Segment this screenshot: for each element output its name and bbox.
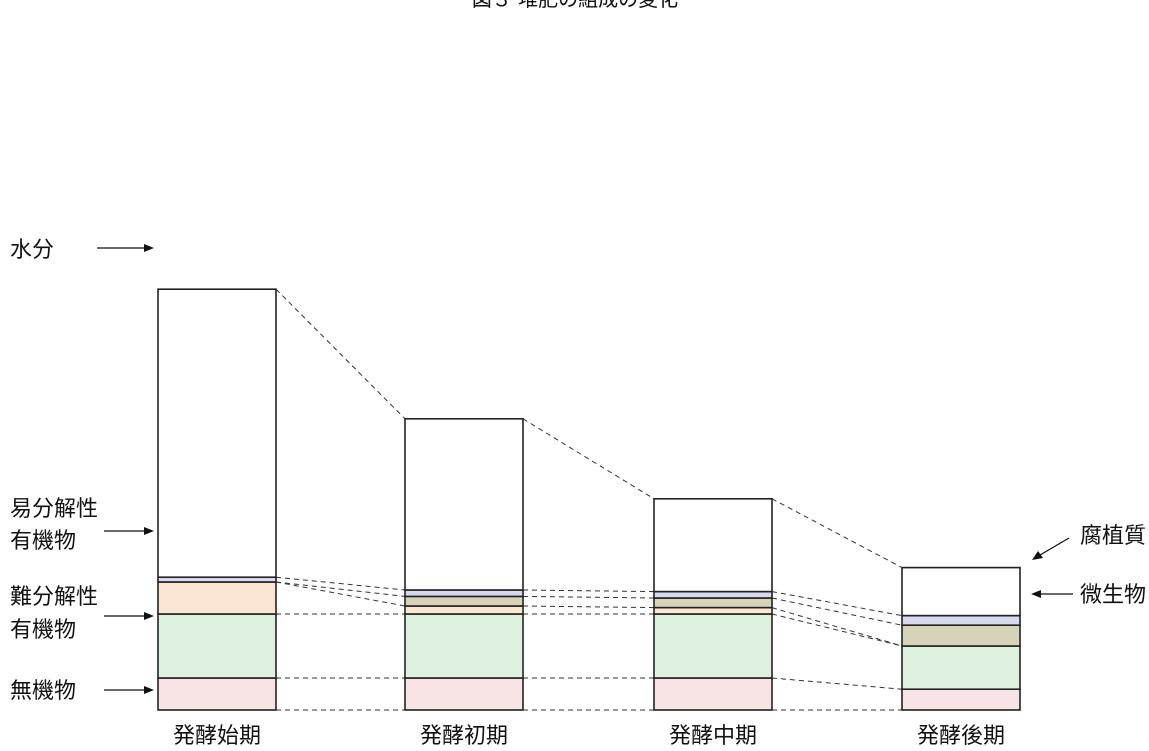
stage-labels: 発酵始期 発酵初期 発酵中期 発酵後期 [173, 724, 1005, 749]
label-humus: 腐植質 [1032, 524, 1146, 560]
connector-line [275, 581, 406, 597]
arrowhead-humus [1032, 551, 1043, 560]
segment-water [901, 566, 1021, 617]
segment-water [653, 497, 773, 593]
label-microbe-text: 微生物 [1080, 583, 1146, 608]
label-inorganic-text: 無機物 [10, 679, 76, 704]
segment-easy [404, 605, 524, 615]
segment-inorganic [157, 677, 277, 711]
arrowhead-hard [144, 612, 154, 620]
label-hard-line2: 有機物 [10, 618, 76, 643]
stage-label: 発酵中期 [669, 724, 757, 749]
label-inorganic: 無機物 [10, 679, 154, 704]
connector-line [771, 597, 903, 626]
stage-label: 発酵後期 [917, 724, 1005, 749]
label-humus-text: 腐植質 [1080, 524, 1146, 549]
diagram-title: 図３ 堆肥の組成の変化 [472, 0, 678, 11]
label-hard-organic: 難分解性 有機物 [10, 585, 154, 643]
connector-line [771, 591, 903, 617]
segment-water [157, 288, 277, 579]
segment-easy [157, 581, 277, 615]
label-water-text: 水分 [10, 238, 54, 263]
connector-lines [275, 288, 903, 711]
segment-hard [157, 613, 277, 679]
arrowhead-microbe [1031, 590, 1041, 598]
connector-line [275, 288, 406, 420]
label-hard-line1: 難分解性 [10, 585, 98, 610]
segment-hard [901, 645, 1021, 691]
segment-water [404, 417, 524, 591]
connector-line [771, 607, 903, 647]
arrowhead-easy [144, 527, 154, 535]
connector-line [522, 589, 655, 593]
segment-humus [404, 595, 524, 607]
connector-line [771, 613, 903, 647]
segment-inorganic [653, 677, 773, 711]
segment-humus [653, 597, 773, 609]
label-water: 水分 [10, 238, 154, 263]
stage-label: 発酵初期 [420, 724, 508, 749]
segment-microbe [404, 589, 524, 598]
segment-hard [404, 613, 524, 679]
segment-microbe [901, 614, 1021, 626]
segment-humus [901, 624, 1021, 647]
segment-hard [653, 613, 773, 679]
connector-line [522, 605, 655, 609]
stage-bars [157, 288, 1021, 711]
label-easy-organic: 易分解性 有機物 [10, 497, 154, 554]
connector-line [275, 581, 406, 607]
arrow-humus [1039, 537, 1070, 556]
connector-line [522, 595, 655, 599]
segment-easy [653, 606, 773, 615]
arrowhead-water [144, 244, 154, 252]
arrowhead-inorganic [144, 686, 154, 694]
label-microbe: 微生物 [1031, 583, 1146, 608]
connector-line [275, 576, 406, 591]
connector-line [522, 418, 655, 500]
segment-inorganic [404, 677, 524, 711]
label-easy-line2: 有機物 [10, 529, 76, 554]
segment-inorganic [901, 688, 1021, 711]
stage-label: 発酵始期 [173, 724, 261, 749]
segment-microbe [653, 590, 773, 599]
label-easy-line1: 易分解性 [10, 497, 98, 522]
connector-line [771, 677, 903, 690]
connector-line [771, 498, 903, 569]
